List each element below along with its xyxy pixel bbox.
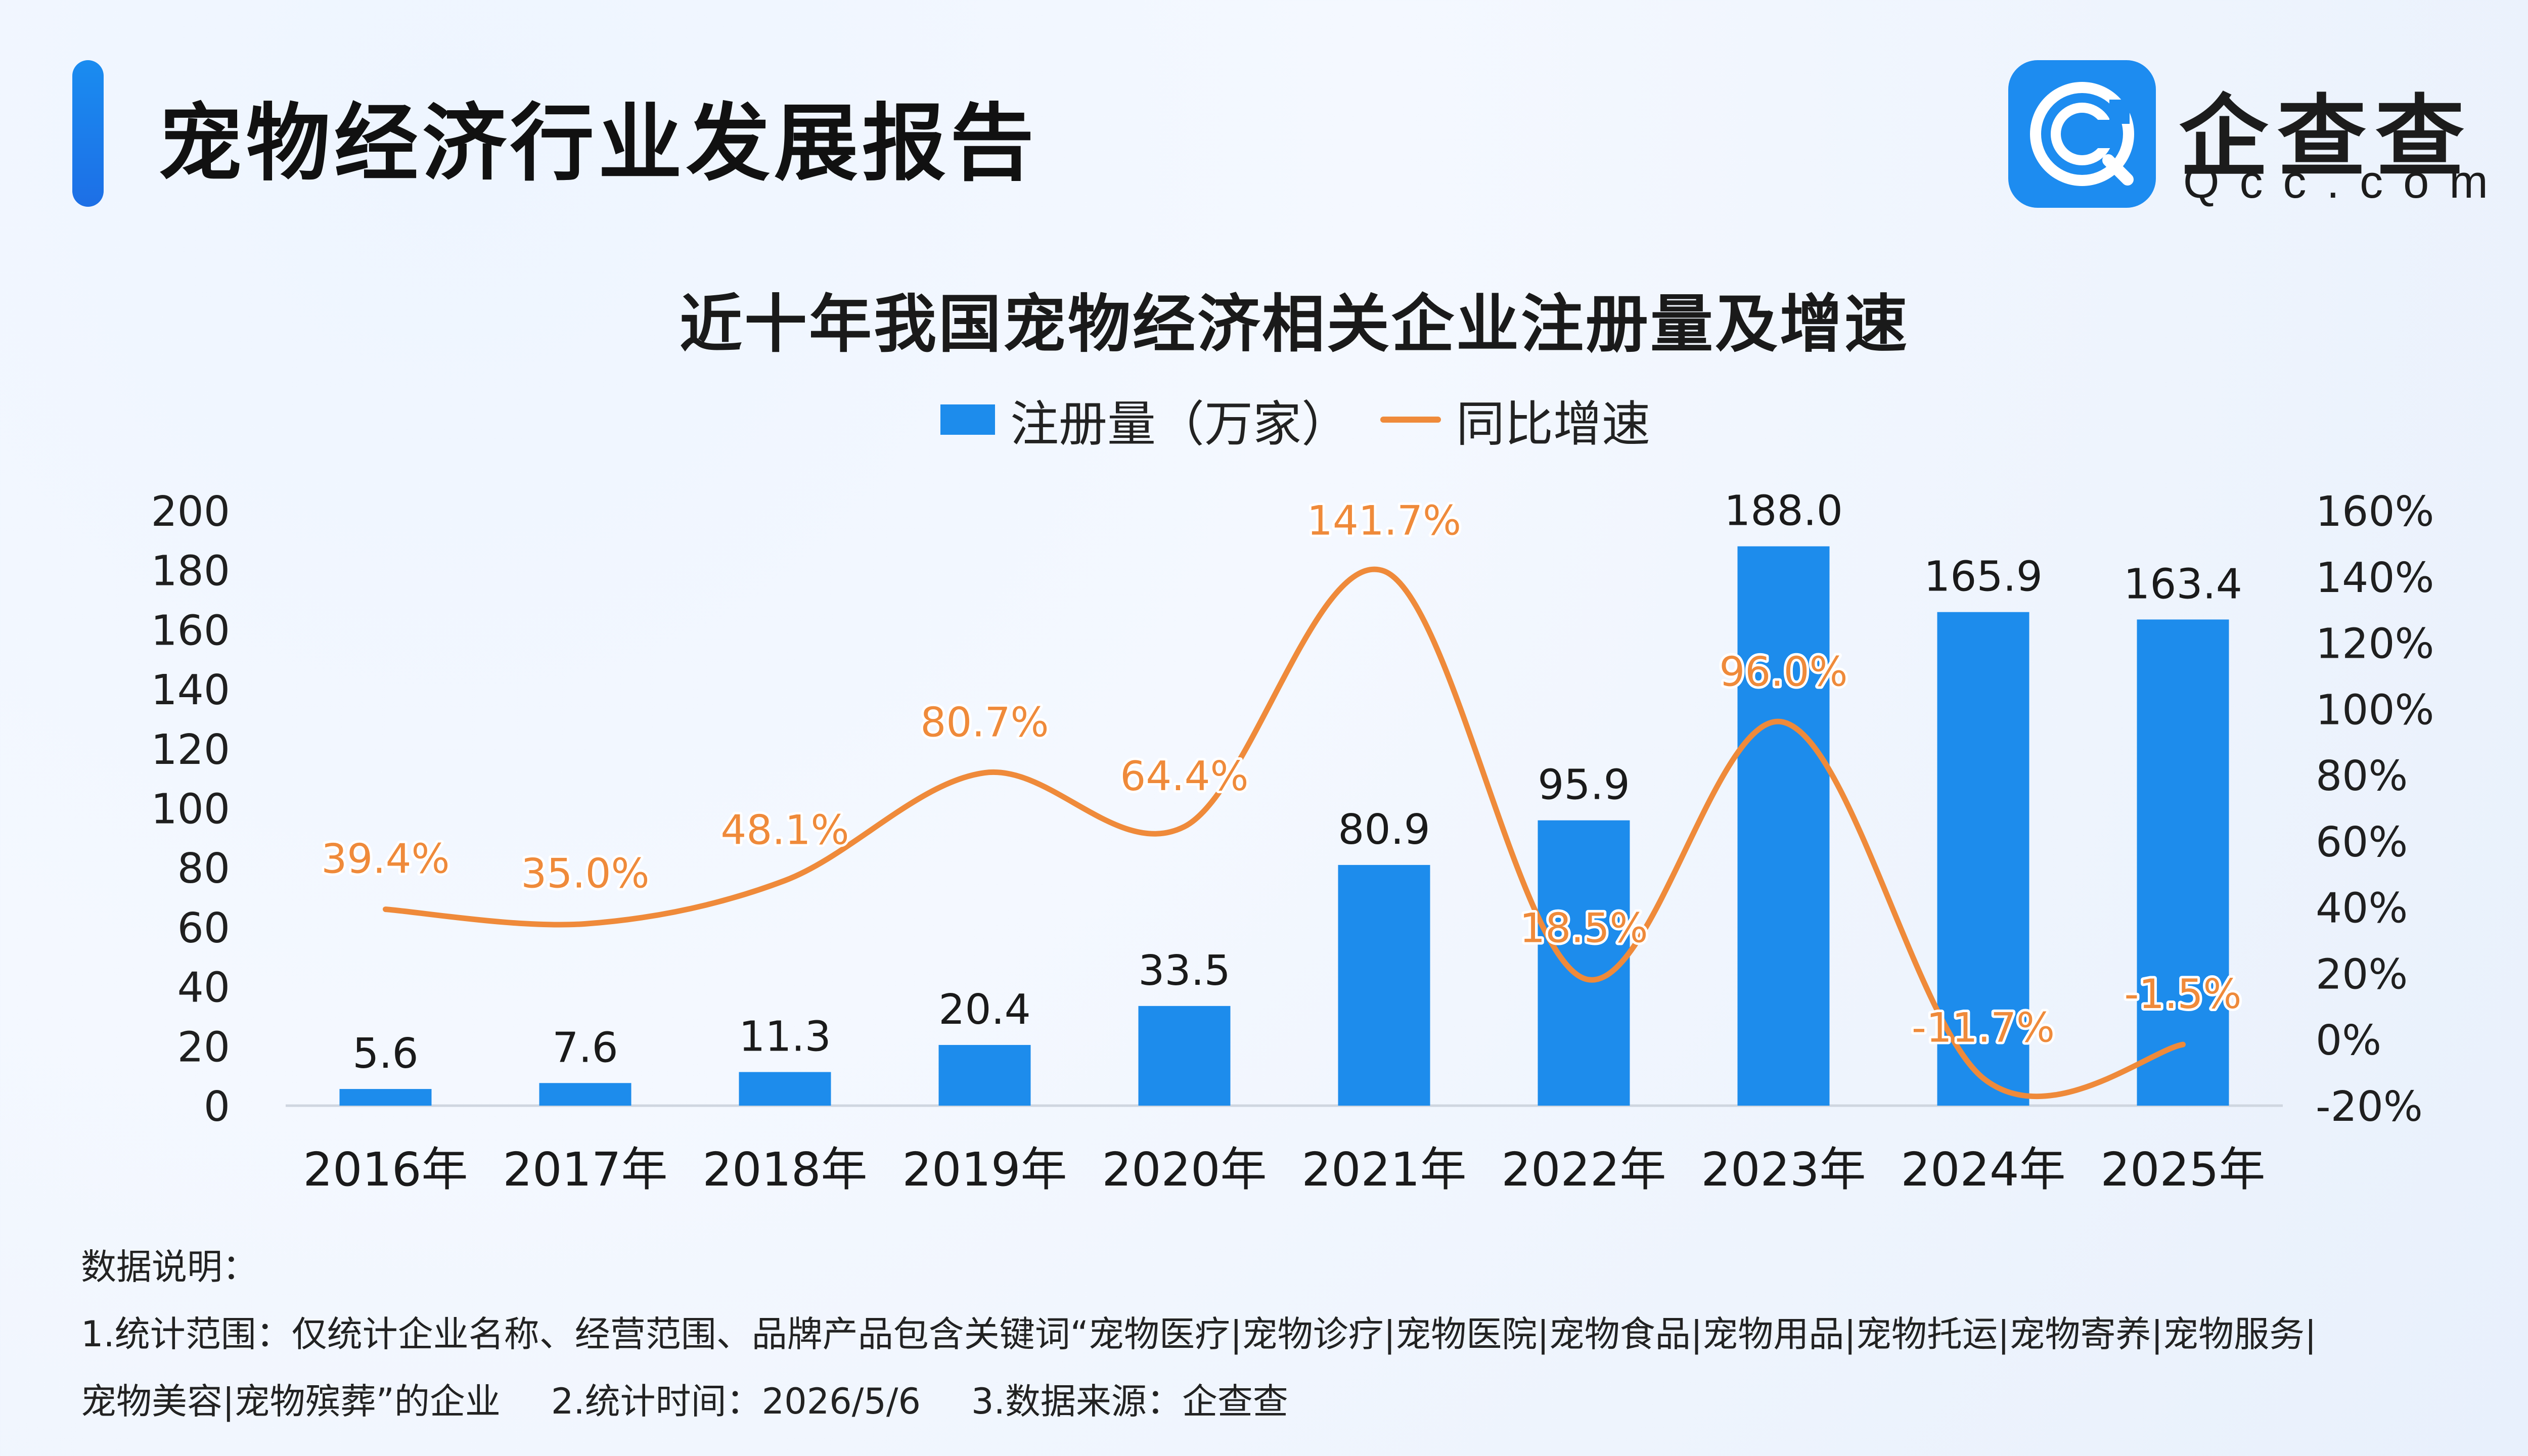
x-axis-tick-label: 2019年 xyxy=(902,1143,1067,1197)
x-axis-tick-label: 2023年 xyxy=(1701,1143,1866,1197)
line-value-label: 39.4% xyxy=(321,836,449,883)
left-axis-tick-label: 200 xyxy=(151,488,230,536)
right-axis-tick-label: 0% xyxy=(2316,1017,2381,1065)
bar xyxy=(1737,546,1830,1106)
x-axis-tick-label: 2018年 xyxy=(702,1143,867,1197)
bar xyxy=(938,1044,1031,1106)
right-axis-tick-label: 140% xyxy=(2316,554,2434,602)
right-axis-tick-label: 120% xyxy=(2316,620,2434,668)
x-axis-tick-label: 2022年 xyxy=(1501,1143,1666,1197)
logo-domain: Qcc.com xyxy=(2183,156,2508,208)
growth-rate-line xyxy=(383,566,2186,1100)
right-axis-tick-label: -20% xyxy=(2316,1083,2423,1131)
bar-value-label: 5.6 xyxy=(352,1030,418,1078)
right-axis: -20% 0% 20% 40% 60% 80% 100% 120% 140% 160% xyxy=(2316,488,2434,1131)
bar xyxy=(739,1072,831,1106)
line-value-label: 141.7% xyxy=(1307,497,1461,544)
report-title: 宠物经济行业发展报告 xyxy=(158,95,1038,193)
x-axis-tick-label: 2021年 xyxy=(1301,1143,1466,1197)
x-axis-tick-label: 2020年 xyxy=(1102,1143,1267,1197)
left-axis-tick-label: 80 xyxy=(177,845,230,893)
bar xyxy=(1338,864,1430,1106)
chart-title: 近十年我国宠物经济相关企业注册量及增速 xyxy=(679,288,1909,361)
right-axis-tick-label: 100% xyxy=(2316,686,2434,734)
left-axis-tick-label: 120 xyxy=(151,726,230,774)
line-value-label: 64.4% xyxy=(1120,753,1248,800)
bar-value-label: 33.5 xyxy=(1138,947,1231,995)
legend-bar-swatch xyxy=(940,404,995,435)
left-axis-tick-label: 180 xyxy=(151,548,230,596)
line-value-label: -11.7% xyxy=(1912,1005,2055,1052)
left-axis-tick-label: 160 xyxy=(151,607,230,655)
line-value-label: 96.0% xyxy=(1719,648,1847,695)
notes-time: 2.统计时间：2026/5/6 xyxy=(551,1381,921,1422)
data-notes: 数据说明： 1.统计范围：仅统计企业名称、经营范围、品牌产品包含关键词“宠物医疗… xyxy=(81,1234,2317,1435)
bar xyxy=(2137,619,2229,1106)
title-accent-bar xyxy=(72,60,104,207)
x-axis-tick-label: 2017年 xyxy=(503,1143,667,1197)
bar xyxy=(339,1089,432,1106)
right-axis-tick-label: 160% xyxy=(2316,488,2434,536)
left-axis-tick-label: 100 xyxy=(151,786,230,834)
bar-series xyxy=(339,546,2229,1106)
bar-value-label: 165.9 xyxy=(1924,553,2043,601)
line-value-label: 35.0% xyxy=(521,850,649,897)
bar-value-label: 7.6 xyxy=(552,1024,618,1072)
notes-line2: 宠物美容|宠物殡葬”的企业 2.统计时间：2026/5/6 3.数据来源：企查查 xyxy=(81,1368,2317,1435)
logo-name: 企查查 xyxy=(2179,85,2474,189)
left-axis: 0 20 40 60 80 100 120 140 160 180 200 xyxy=(151,488,230,1131)
chart-legend: 注册量（万家） 同比增速 xyxy=(940,389,1650,452)
line-value-label: 48.1% xyxy=(720,807,849,854)
line-value-labels: 39.4% 35.0% 48.1% 80.7% 64.4% 141.7% 18.5% 96.0… xyxy=(319,495,2244,1054)
left-axis-tick-label: 0 xyxy=(204,1083,230,1131)
notes-source: 3.数据来源：企查查 xyxy=(971,1381,1288,1422)
line-value-label: -1.5% xyxy=(2124,971,2241,1018)
bar-value-label: 11.3 xyxy=(739,1013,831,1061)
notes-scope: 1.统计范围：仅统计企业名称、经营范围、品牌产品包含关键词“宠物医疗|宠物诊疗|… xyxy=(81,1313,2317,1355)
left-axis-tick-label: 60 xyxy=(177,904,230,952)
left-axis-tick-label: 20 xyxy=(177,1023,230,1071)
bar xyxy=(539,1083,631,1106)
right-axis-tick-label: 20% xyxy=(2316,950,2408,998)
right-axis-tick-label: 40% xyxy=(2316,885,2408,933)
left-axis-tick-label: 40 xyxy=(177,964,230,1012)
bar-value-label: 188.0 xyxy=(1724,487,1843,535)
bar xyxy=(1538,820,1630,1106)
left-axis-tick-label: 140 xyxy=(151,666,230,714)
bar xyxy=(1937,612,2029,1106)
bar-value-label: 95.9 xyxy=(1538,761,1630,809)
x-axis-tick-label: 2016年 xyxy=(303,1143,468,1197)
line-value-label: 80.7% xyxy=(920,699,1049,746)
notes-scope-cont: 宠物美容|宠物殡葬”的企业 xyxy=(81,1381,501,1422)
x-axis-tick-label: 2024年 xyxy=(1901,1143,2065,1197)
notes-heading: 数据说明： xyxy=(81,1246,258,1288)
bar-value-labels: 5.6 7.6 11.3 20.4 33.5 80.9 95.9 188.0 165.9 163.… xyxy=(352,487,2242,1078)
legend-line-swatch xyxy=(1380,417,1441,423)
bar-value-label: 163.4 xyxy=(2124,560,2242,608)
x-axis-tick-label: 2025年 xyxy=(2100,1143,2265,1197)
bar xyxy=(1138,1006,1231,1106)
right-axis-tick-label: 80% xyxy=(2316,752,2408,800)
bar-value-label: 80.9 xyxy=(1338,806,1430,854)
bar-value-label: 20.4 xyxy=(938,986,1031,1034)
right-axis-tick-label: 60% xyxy=(2316,818,2408,867)
x-axis-labels: 2016年 2017年 2018年 2019年 2020年 2021年 2022年 2023年… xyxy=(303,1143,2265,1197)
qcc-search-icon xyxy=(2008,60,2156,208)
legend-line-label: 同比增速 xyxy=(1456,395,1650,452)
line-value-label: 18.5% xyxy=(1519,904,1648,951)
legend-bar-label: 注册量（万家） xyxy=(1010,395,1350,452)
